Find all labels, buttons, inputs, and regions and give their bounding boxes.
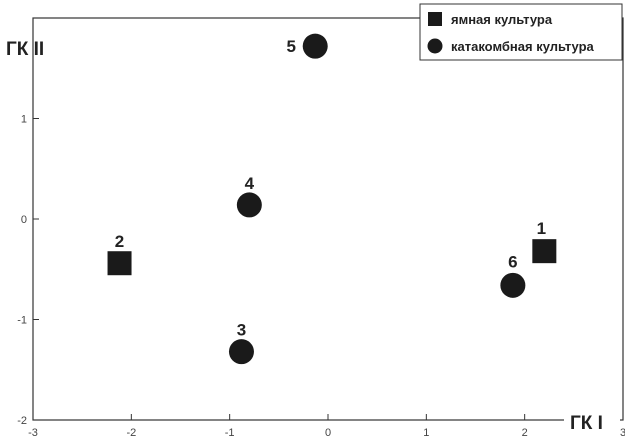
data-point-square — [107, 251, 132, 276]
legend-item-yamnaya: ямная культура — [451, 12, 553, 27]
data-marks: 1 2 3 4 5 6 — [107, 33, 557, 365]
data-point-label: 4 — [245, 174, 255, 193]
data-point-label: 6 — [508, 252, 517, 271]
data-point-square — [532, 239, 557, 264]
x-axis-title-bg — [564, 408, 620, 436]
data-point-circle — [302, 33, 328, 59]
x-tick-label: 1 — [423, 427, 429, 439]
plot-area-frame — [32, 17, 624, 421]
y-tick-label: 1 — [21, 114, 27, 126]
legend: ямная культура катакомбная культура — [419, 3, 623, 61]
x-axis-title: ГК I — [570, 413, 603, 434]
legend-square-marker — [428, 12, 442, 26]
legend-box — [419, 3, 623, 61]
x-tick-label: 2 — [522, 427, 528, 439]
data-point-circle — [228, 339, 254, 365]
y-tick-label: 0 — [21, 214, 27, 226]
x-tick-label: -1 — [225, 427, 235, 439]
x-tick-label: 3 — [620, 427, 625, 439]
data-point-label: 5 — [286, 37, 295, 56]
x-tick-label: 0 — [325, 427, 331, 439]
data-point-circle — [236, 192, 262, 218]
y-tick-label: -1 — [17, 315, 27, 327]
legend-circle-marker — [427, 38, 443, 54]
y-axis-title: ГК II — [6, 39, 44, 60]
legend-item-catacomb: катакомбная культура — [451, 39, 595, 54]
y-tick-label: -2 — [17, 415, 27, 427]
data-point-label: 3 — [237, 321, 246, 340]
x-tick-label: -2 — [126, 427, 136, 439]
data-point-label: 2 — [115, 232, 124, 251]
data-point-circle — [500, 272, 526, 298]
x-tick-label: -3 — [28, 427, 38, 439]
data-point-label: 1 — [537, 219, 546, 238]
axis-ticks: -3 -2 -1 0 1 2 3-2-101 — [17, 114, 625, 440]
